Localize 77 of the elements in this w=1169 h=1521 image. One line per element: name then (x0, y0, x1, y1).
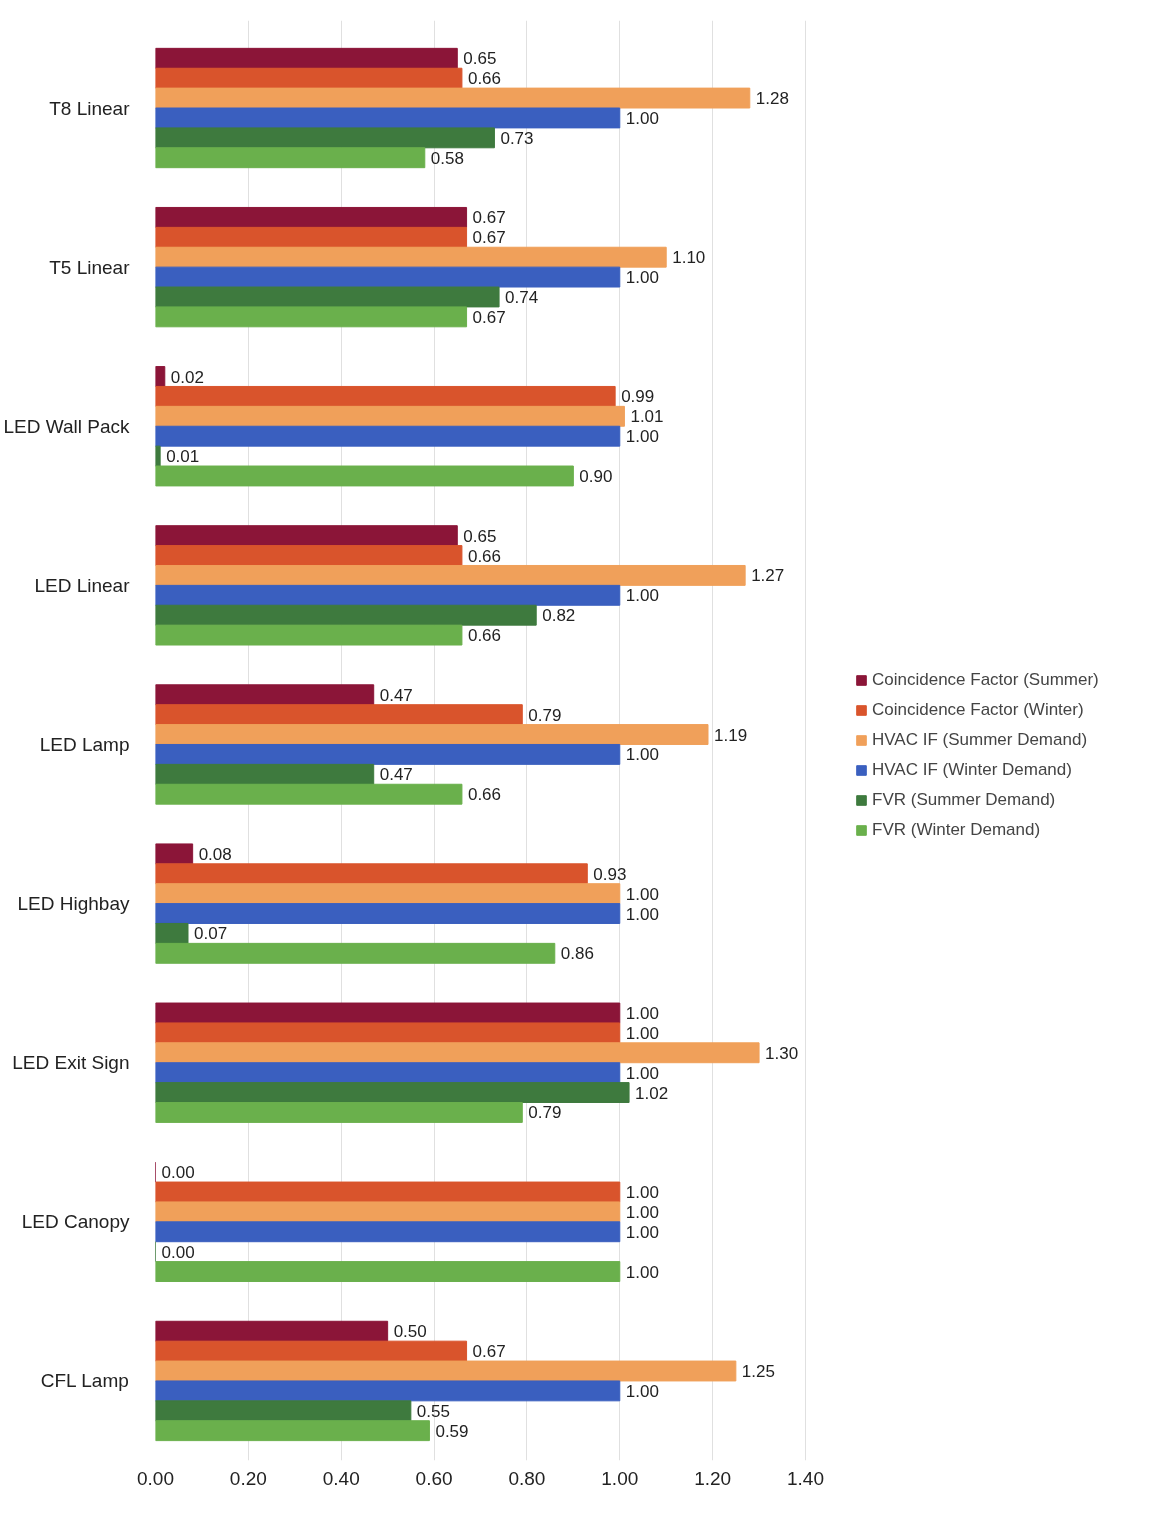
y-tick-label: T8 Linear (49, 97, 131, 119)
y-tick-label: CFL Lamp (40, 1370, 129, 1392)
data-label: 1.00 (625, 427, 659, 447)
data-label: 0.47 (379, 765, 413, 785)
data-label: 0.79 (528, 1103, 562, 1123)
data-label: 1.00 (625, 108, 659, 128)
data-label: 0.74 (505, 287, 539, 307)
data-label: 1.00 (625, 884, 659, 904)
x-tick-label: 0.20 (229, 1467, 267, 1489)
data-label: 1.00 (625, 745, 659, 765)
x-tick-label: 0.80 (508, 1467, 546, 1489)
data-label: 1.00 (625, 1003, 659, 1023)
data-label: 1.00 (625, 586, 659, 606)
data-label: 1.28 (755, 89, 789, 109)
data-label: 0.67 (472, 307, 506, 327)
x-tick-label: 0.40 (322, 1467, 360, 1489)
legend-label: Coincidence Factor (Summer) (872, 670, 1099, 690)
data-label: 1.00 (625, 1222, 659, 1242)
data-label: 1.00 (625, 1182, 659, 1202)
data-label: 0.00 (161, 1242, 195, 1262)
x-tick-label: 1.00 (601, 1467, 639, 1489)
legend-label: Coincidence Factor (Winter) (872, 700, 1084, 720)
data-label: 0.65 (463, 49, 497, 69)
y-tick-label: LED Exit Sign (12, 1052, 130, 1074)
data-label: 0.00 (161, 1163, 195, 1183)
data-label: 0.73 (500, 128, 534, 148)
data-label: 0.90 (579, 466, 613, 486)
data-label: 0.65 (463, 526, 497, 546)
legend-label: FVR (Summer Demand) (872, 790, 1056, 810)
data-label: 1.01 (630, 407, 664, 427)
y-tick-label: LED Wall Pack (3, 415, 130, 437)
data-label: 1.00 (625, 1063, 659, 1083)
data-label: 0.66 (467, 69, 502, 89)
data-label: 0.93 (593, 864, 627, 884)
data-label: 1.00 (625, 1202, 659, 1222)
data-label: 0.47 (379, 685, 413, 705)
legend-label: HVAC IF (Winter Demand) (872, 760, 1072, 780)
data-label: 0.01 (166, 447, 200, 467)
x-tick-label: 1.40 (787, 1467, 824, 1489)
data-label: 0.07 (194, 924, 228, 944)
y-tick-label: T5 Linear (49, 256, 131, 278)
data-label: 0.58 (430, 148, 464, 168)
data-label: 1.27 (751, 566, 785, 586)
data-label: 0.66 (467, 785, 502, 805)
data-label: 1.00 (625, 904, 659, 924)
y-tick-label: LED Linear (34, 574, 131, 596)
data-label: 0.67 (472, 1342, 506, 1362)
data-label: 0.79 (528, 705, 562, 725)
data-label: 1.00 (625, 1381, 659, 1401)
x-tick-label: 0.60 (415, 1467, 453, 1489)
y-tick-label: LED Highbay (17, 893, 130, 915)
data-label: 1.30 (765, 1043, 799, 1063)
data-label: 0.66 (467, 626, 502, 646)
data-label: 1.25 (741, 1362, 775, 1381)
data-label: 1.19 (714, 725, 748, 745)
y-tick-label: LED Canopy (21, 1211, 130, 1233)
data-label: 1.10 (672, 248, 706, 268)
data-label: 1.00 (625, 268, 659, 288)
legend-label: HVAC IF (Summer Demand) (872, 730, 1088, 750)
data-label: 0.82 (542, 606, 576, 626)
data-label: 0.59 (435, 1421, 469, 1441)
data-label: 0.55 (416, 1401, 450, 1421)
data-label: 1.00 (625, 1023, 659, 1043)
x-tick-label: 1.20 (694, 1467, 732, 1489)
data-label: 1.02 (635, 1083, 669, 1103)
data-label: 0.50 (393, 1322, 427, 1342)
data-label: 0.67 (472, 208, 506, 228)
y-tick-label: LED Lamp (39, 733, 130, 755)
x-tick-label: 0.00 (137, 1467, 174, 1489)
data-label: 1.00 (625, 1262, 659, 1282)
data-label: 0.66 (467, 546, 502, 566)
data-label: 0.99 (621, 387, 655, 407)
legend-label: FVR (Winter Demand) (872, 820, 1041, 840)
data-label: 0.02 (170, 367, 204, 387)
data-label: 0.86 (560, 944, 594, 964)
data-label: 0.08 (198, 844, 232, 864)
data-label: 0.67 (472, 228, 506, 248)
